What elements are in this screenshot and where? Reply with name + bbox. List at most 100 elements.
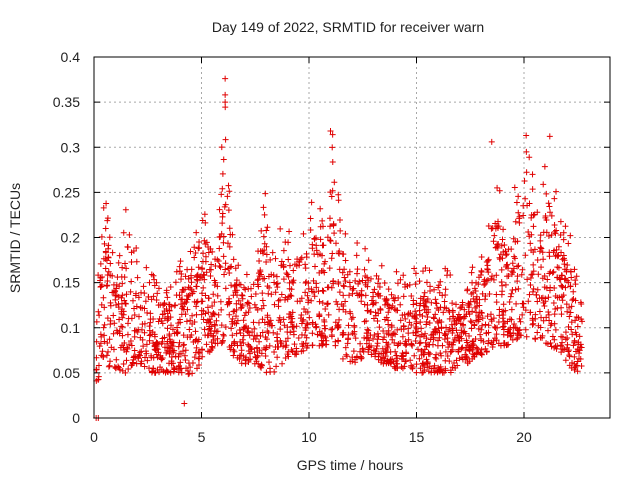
- data-point: [201, 326, 208, 333]
- data-point: [535, 271, 542, 278]
- data-point: [302, 279, 309, 286]
- data-point: [327, 223, 334, 230]
- data-point: [546, 133, 553, 140]
- data-point: [501, 241, 508, 248]
- data-point: [500, 301, 507, 308]
- data-point: [181, 341, 188, 348]
- data-point: [551, 320, 558, 327]
- data-point: [411, 265, 418, 272]
- data-point: [468, 325, 475, 332]
- data-point: [193, 299, 200, 306]
- data-point: [384, 301, 391, 308]
- data-point: [116, 366, 123, 373]
- data-point: [375, 333, 382, 340]
- data-point: [508, 306, 515, 313]
- data-point: [221, 271, 228, 278]
- data-point: [305, 285, 312, 292]
- data-point: [125, 315, 132, 322]
- data-point: [119, 367, 126, 374]
- data-point: [394, 326, 401, 333]
- data-point: [385, 327, 392, 334]
- data-point: [554, 342, 561, 349]
- data-point: [93, 338, 100, 345]
- data-point: [200, 316, 207, 323]
- data-point: [253, 344, 260, 351]
- data-point: [478, 309, 485, 316]
- data-point: [576, 333, 583, 340]
- data-point: [499, 236, 506, 243]
- data-point: [124, 331, 131, 338]
- y-tick-labels: 0 0.05 0.1 0.15 0.2 0.25 0.3 0.35 0.4: [53, 49, 80, 426]
- data-point: [257, 332, 264, 339]
- data-point: [537, 237, 544, 244]
- data-point: [526, 291, 533, 298]
- data-point: [164, 313, 171, 320]
- data-point: [111, 320, 118, 327]
- data-point: [384, 344, 391, 351]
- data-point: [438, 352, 445, 359]
- data-point: [551, 311, 558, 318]
- data-point: [393, 352, 400, 359]
- data-point: [226, 188, 233, 195]
- chart-title: Day 149 of 2022, SRMTID for receiver war…: [212, 19, 484, 35]
- x-tick-label: 10: [301, 429, 317, 445]
- data-point: [95, 376, 102, 383]
- data-point: [229, 315, 236, 322]
- data-point: [274, 354, 281, 361]
- data-point: [473, 296, 480, 303]
- data-point: [452, 365, 459, 372]
- data-point: [178, 311, 185, 318]
- data-point: [504, 332, 511, 339]
- data-point: [287, 311, 294, 318]
- data-point: [408, 341, 415, 348]
- data-point: [493, 299, 500, 306]
- data-point: [351, 331, 358, 338]
- data-point: [214, 335, 221, 342]
- data-point: [240, 339, 247, 346]
- data-point: [514, 334, 521, 341]
- data-point: [358, 291, 365, 298]
- data-point: [560, 252, 567, 259]
- data-point: [540, 256, 547, 263]
- data-point: [205, 295, 212, 302]
- data-point: [203, 341, 210, 348]
- data-point: [163, 306, 170, 313]
- data-point: [95, 272, 102, 279]
- data-point: [559, 346, 566, 353]
- data-point: [545, 308, 552, 315]
- data-point: [342, 278, 349, 285]
- data-point: [264, 224, 271, 231]
- data-point: [431, 362, 438, 369]
- data-point: [177, 359, 184, 366]
- data-point: [455, 311, 462, 318]
- data-point: [273, 281, 280, 288]
- data-point: [411, 352, 418, 359]
- data-point: [274, 284, 281, 291]
- data-point: [191, 254, 198, 261]
- data-point: [283, 270, 290, 277]
- data-point: [436, 334, 443, 341]
- data-point: [568, 274, 575, 281]
- data-point: [519, 300, 526, 307]
- data-point: [275, 297, 282, 304]
- data-point: [148, 271, 155, 278]
- data-point: [457, 305, 464, 312]
- data-point: [212, 340, 219, 347]
- data-point: [490, 276, 497, 283]
- data-point: [343, 353, 350, 360]
- data-point: [176, 339, 183, 346]
- data-point: [245, 343, 252, 350]
- data-point: [101, 304, 108, 311]
- data-point: [194, 365, 201, 372]
- x-tick-label: 0: [90, 429, 98, 445]
- data-point: [163, 349, 170, 356]
- data-point: [135, 313, 142, 320]
- data-point: [351, 323, 358, 330]
- data-point: [98, 233, 105, 240]
- data-point: [113, 364, 120, 371]
- data-point: [374, 330, 381, 337]
- data-point: [545, 200, 552, 207]
- data-point: [329, 144, 336, 151]
- data-point: [237, 338, 244, 345]
- y-tick-label: 0.3: [61, 139, 81, 155]
